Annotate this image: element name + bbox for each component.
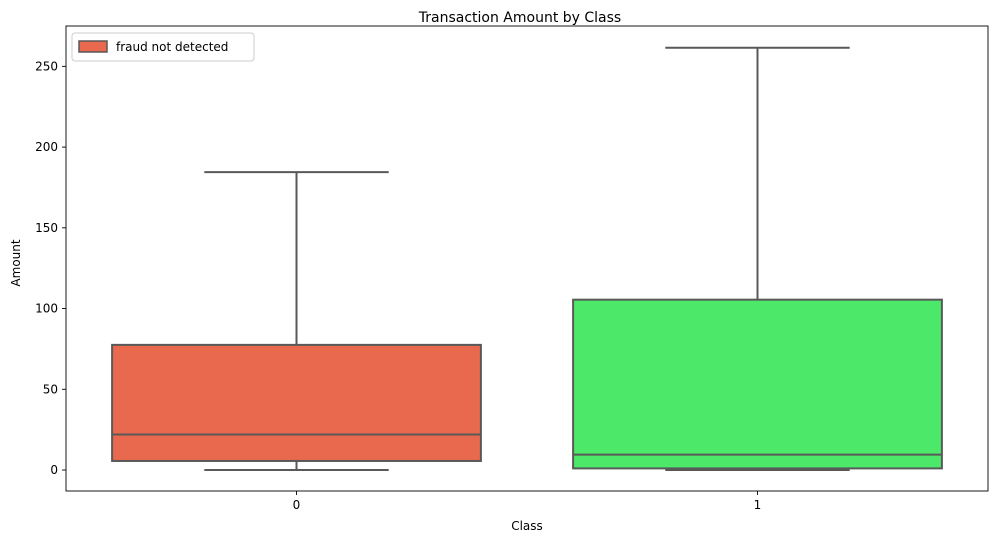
legend-swatch bbox=[78, 40, 108, 53]
y-tick-label: 150 bbox=[35, 221, 58, 235]
box-group-1 bbox=[572, 46, 943, 472]
x-axis-label: Class bbox=[511, 519, 543, 533]
y-tick-label: 100 bbox=[35, 302, 58, 316]
legend-label: fraud not detected bbox=[116, 40, 228, 54]
box-1 bbox=[572, 298, 943, 470]
y-axis-label: Amount bbox=[9, 239, 23, 286]
y-tick-label: 50 bbox=[43, 382, 58, 396]
x-tick-label: 0 bbox=[293, 498, 301, 512]
y-axis: 0 50 100 150 200 250 bbox=[35, 59, 66, 477]
legend-frame bbox=[71, 32, 255, 62]
x-tick-label: 1 bbox=[754, 498, 762, 512]
boxes bbox=[111, 46, 943, 472]
y-tick-label: 250 bbox=[35, 59, 58, 73]
chart-title: Transaction Amount by Class bbox=[418, 10, 621, 26]
plot-area-frame bbox=[65, 25, 989, 492]
box-group-0 bbox=[111, 171, 482, 472]
y-tick-label: 0 bbox=[50, 463, 58, 477]
box-0 bbox=[111, 343, 482, 462]
legend: fraud not detected bbox=[71, 32, 255, 62]
y-tick-label: 200 bbox=[35, 140, 58, 154]
